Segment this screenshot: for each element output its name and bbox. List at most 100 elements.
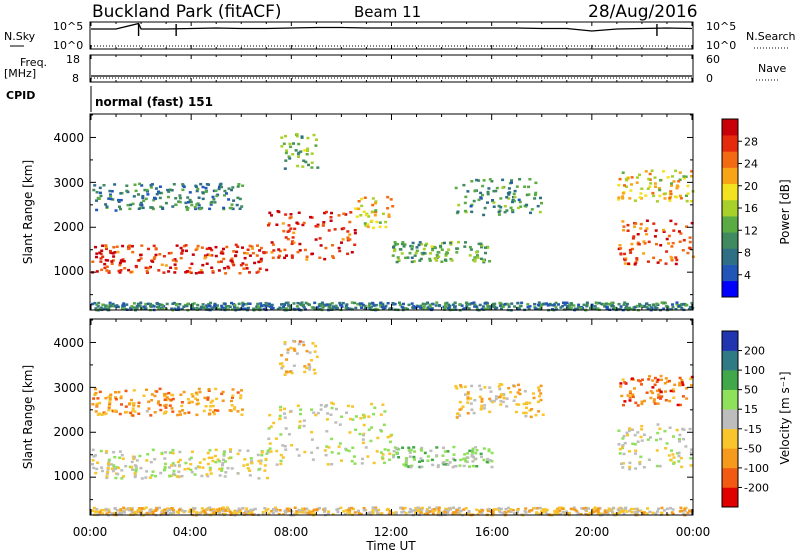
power-cell <box>527 307 531 311</box>
velocity-cell <box>540 510 543 513</box>
velocity-cell <box>229 456 233 459</box>
power-cell <box>296 152 300 156</box>
velocity-cell <box>195 511 199 514</box>
velocity-cell <box>251 508 255 511</box>
velocity-cell <box>223 475 227 478</box>
velocity-cell <box>455 508 459 512</box>
velocity-cell <box>464 459 468 463</box>
velocity-cell <box>462 464 466 468</box>
velocity-cell <box>641 378 644 381</box>
power-cell <box>109 251 113 255</box>
velocity-cell <box>222 450 226 454</box>
power-cell <box>104 244 108 247</box>
power-cell <box>473 258 477 262</box>
velocity-cell <box>658 427 662 430</box>
power-cell <box>137 193 140 196</box>
power-cell <box>497 210 501 214</box>
velocity-cell <box>633 387 636 390</box>
power-cell <box>179 256 183 260</box>
power-cell <box>497 204 501 208</box>
power-cell <box>258 249 262 252</box>
power-cell <box>321 306 325 309</box>
power-cell <box>688 305 692 309</box>
power-colorbar-label: Power [dB] <box>778 179 792 244</box>
velocity-cell <box>345 448 349 452</box>
velocity-cell <box>119 395 123 398</box>
velocity-cell <box>149 460 153 464</box>
velocity-ytick-1000: 1000 <box>53 469 84 483</box>
power-cell <box>147 266 151 270</box>
velocity-cell <box>544 511 548 514</box>
velocity-cell <box>678 433 682 437</box>
velocity-cell <box>446 511 450 515</box>
power-cell <box>492 205 496 208</box>
power-cell <box>95 252 99 255</box>
power-cell <box>175 244 179 247</box>
velocity-cell <box>363 414 367 418</box>
velocity-cell <box>377 508 380 512</box>
velocity-cell <box>655 464 659 468</box>
velocity-cell <box>190 470 194 474</box>
power-cell <box>116 305 119 308</box>
velocity-cell <box>638 380 642 383</box>
power-cell <box>662 170 665 173</box>
velocity-cell <box>660 395 664 398</box>
power-cell <box>125 303 129 306</box>
power-cell <box>116 250 120 254</box>
velocity-cell <box>308 365 312 368</box>
velocity-cell <box>471 447 475 450</box>
velocity-cell <box>392 455 395 459</box>
power-cell <box>489 305 493 308</box>
velocity-cell <box>409 465 413 469</box>
velocity-cell <box>444 507 448 511</box>
velocity-cell <box>497 509 501 512</box>
colorbar-tick-label: 8 <box>744 247 751 260</box>
velocity-cell <box>494 397 498 401</box>
velocity-cell <box>289 346 293 350</box>
power-cell <box>381 303 384 306</box>
power-cell <box>667 234 671 238</box>
power-cell <box>125 184 129 187</box>
velocity-cell <box>457 506 461 510</box>
velocity-cell <box>259 462 263 465</box>
velocity-cell <box>289 409 293 413</box>
power-cell <box>404 307 408 310</box>
velocity-cell <box>410 464 414 468</box>
velocity-cell <box>196 398 200 402</box>
power-cell <box>360 302 364 305</box>
power-cell <box>313 301 317 305</box>
power-cell <box>318 237 322 240</box>
velocity-cell <box>482 447 486 450</box>
velocity-cell <box>237 507 241 510</box>
velocity-cell <box>353 511 357 514</box>
power-cell <box>152 198 156 202</box>
power-cell <box>104 304 108 307</box>
power-cell <box>137 207 141 210</box>
power-cell <box>130 305 134 308</box>
velocity-cell <box>295 510 299 513</box>
power-cell <box>682 303 685 306</box>
power-cell <box>98 191 102 195</box>
velocity-cell <box>340 459 343 462</box>
power-cell <box>481 305 485 308</box>
colorbar-segment <box>722 448 738 469</box>
colorbar-segment <box>722 216 738 233</box>
velocity-cell <box>466 456 470 459</box>
colorbar-segment <box>722 370 738 390</box>
power-cell <box>406 256 410 259</box>
power-cell <box>354 306 358 310</box>
power-cell <box>433 257 437 260</box>
velocity-cell <box>651 511 655 515</box>
power-cell <box>224 272 228 275</box>
power-cell <box>210 266 214 269</box>
velocity-cell <box>142 394 146 397</box>
power-cell <box>119 269 123 272</box>
velocity-cell <box>159 471 163 475</box>
velocity-cell <box>543 508 547 511</box>
velocity-cell <box>623 441 627 445</box>
nsky-left-tick-high: 10^5 <box>53 20 83 33</box>
power-cell <box>636 241 640 245</box>
velocity-cell <box>163 394 167 398</box>
velocity-cell <box>622 512 626 516</box>
velocity-cell <box>107 404 111 408</box>
